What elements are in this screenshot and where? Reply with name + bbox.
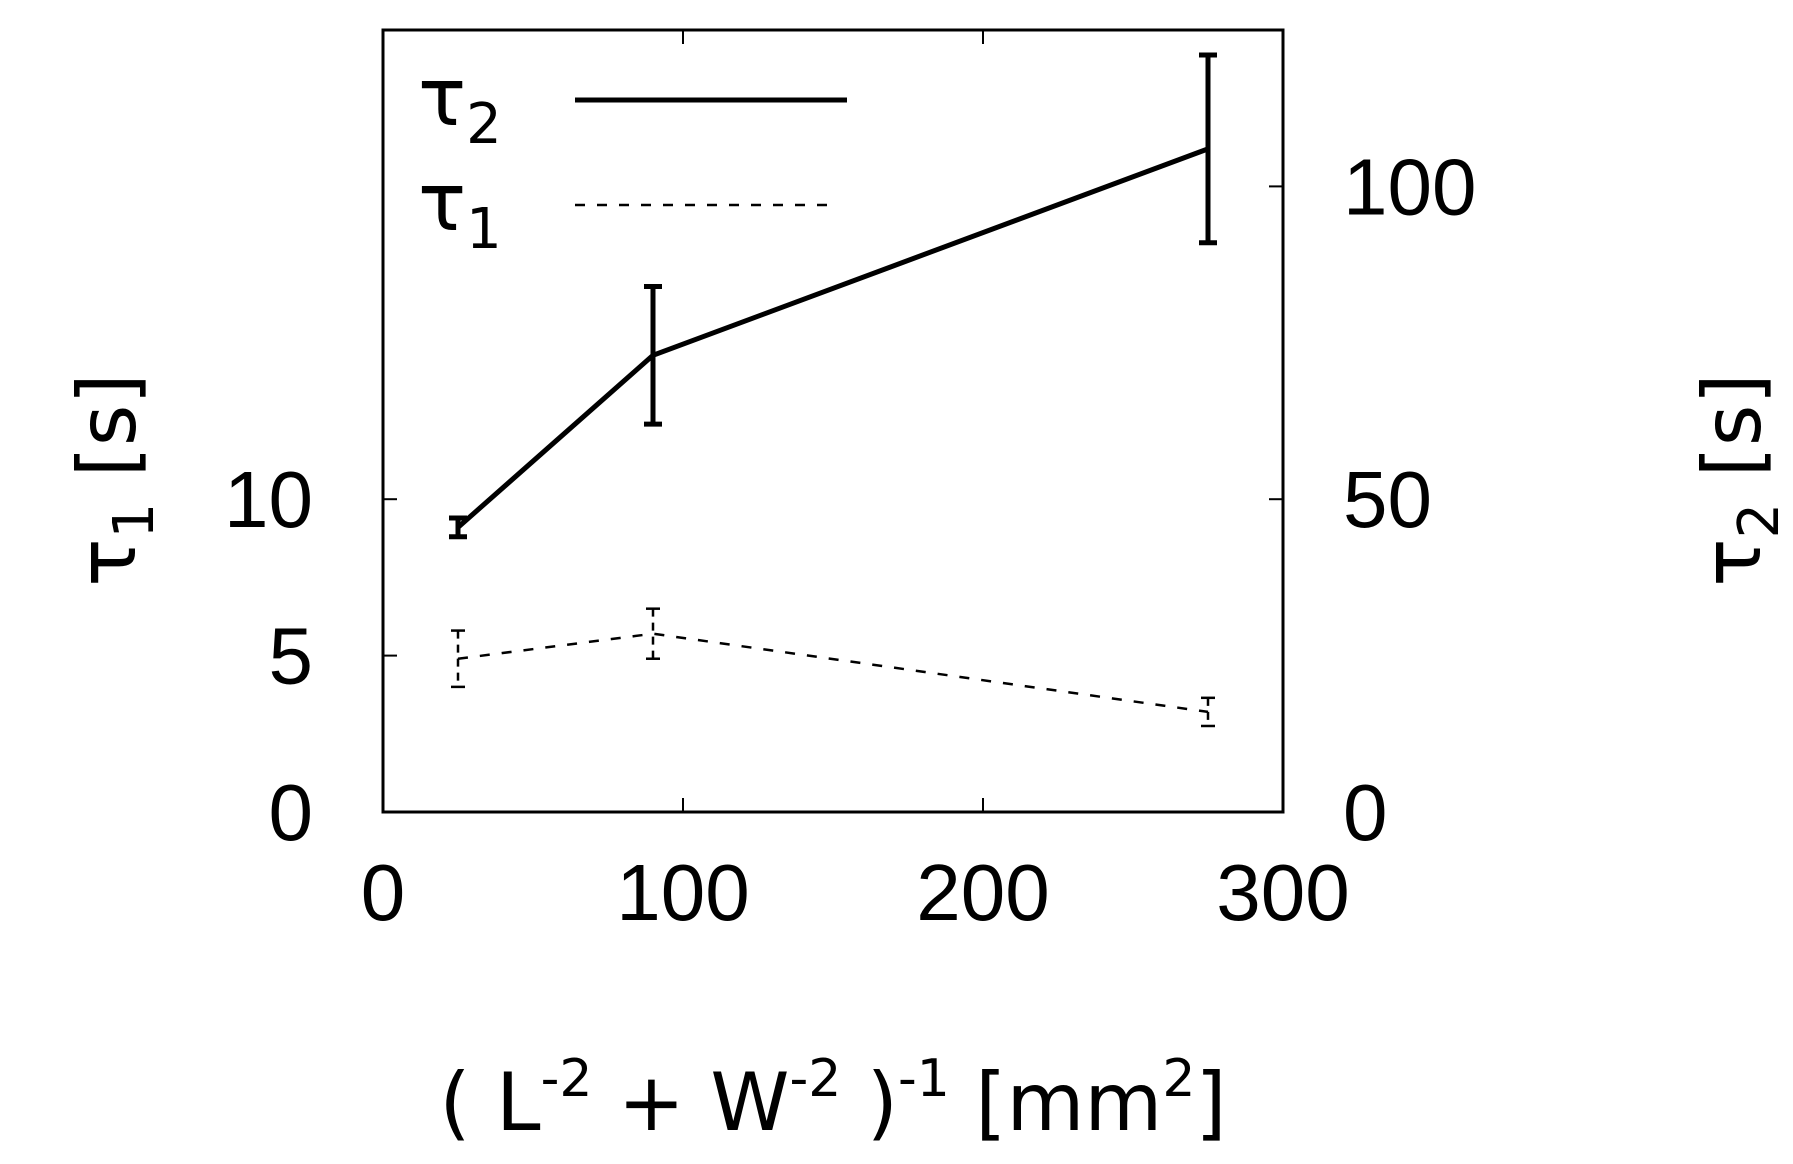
axis-labels: ( L-2 + W-2 )-1 [mm2] τ1 [s] τ2 [s] (61, 373, 1792, 1149)
y-left-tick-label: 0 (269, 768, 314, 857)
series-line (457, 632, 1209, 714)
error-bar (644, 283, 662, 427)
error-bar (449, 515, 467, 540)
error-bar (1199, 52, 1217, 246)
error-bar (451, 629, 465, 689)
x-tick-label: 300 (1216, 848, 1349, 937)
series-layer (449, 52, 1217, 728)
y-right-tick-label: 100 (1343, 142, 1476, 231)
error-bar (646, 607, 660, 660)
x-tick-label: 100 (616, 848, 749, 937)
series-τ1 (451, 607, 1215, 728)
plot-frame (381, 28, 1285, 814)
legend-label: τ1 (418, 156, 502, 262)
y-left-axis-title: τ1 [s] (61, 373, 167, 586)
y-left-tick-label: 5 (269, 612, 314, 701)
y-right-axis-title-wrap: τ2 [s] (1686, 373, 1792, 586)
series-line (456, 146, 1209, 530)
y-right-tick-label: 50 (1343, 455, 1432, 544)
legend-label: τ2 (418, 51, 502, 157)
y-right-axis-title: τ2 [s] (1686, 373, 1792, 586)
x-tick-label: 0 (361, 848, 406, 937)
x-tick-label: 200 (916, 848, 1049, 937)
y-right-tick-label: 0 (1343, 768, 1388, 857)
error-bar (1201, 696, 1215, 728)
y-left-tick-label: 10 (224, 455, 313, 544)
series-τ2 (449, 52, 1217, 540)
x-axis-title: ( L-2 + W-2 )-1 [mm2] (439, 1049, 1226, 1149)
y-left-axis-title-wrap: τ1 [s] (61, 373, 167, 586)
